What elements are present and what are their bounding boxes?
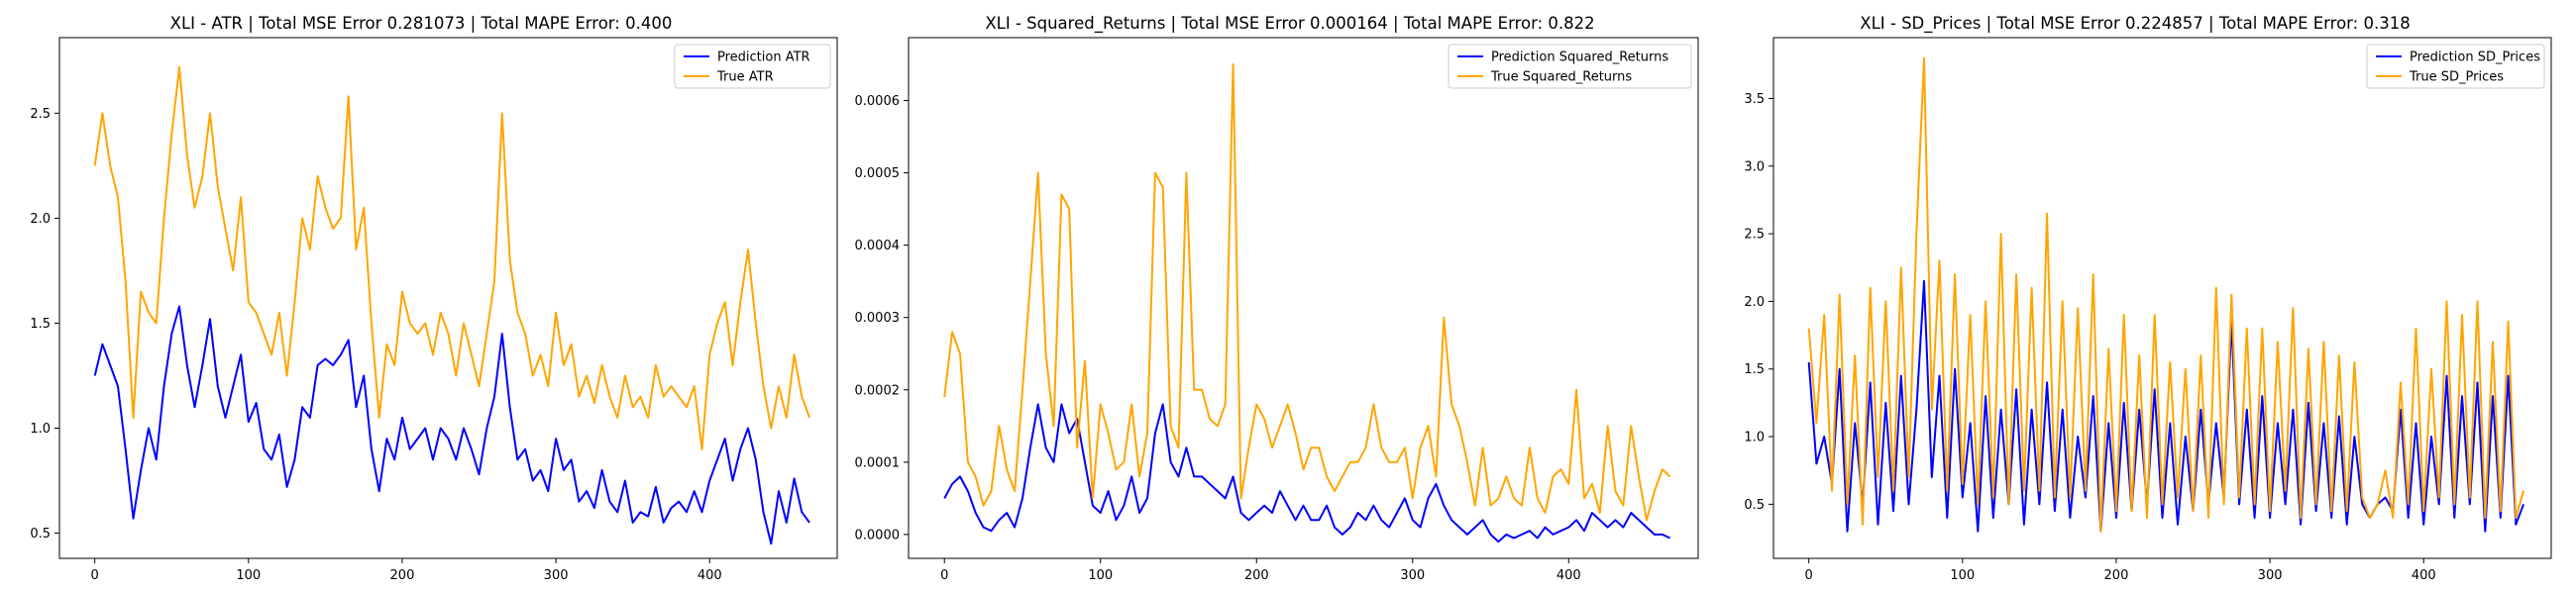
x-tick-label: 200 bbox=[1244, 568, 1269, 583]
x-tick-label: 0 bbox=[940, 568, 948, 583]
axes-frame bbox=[1772, 37, 2552, 559]
series-line-prediction bbox=[1807, 279, 2525, 533]
x-tick-label: 300 bbox=[1400, 568, 1425, 583]
chart-title: XLI - ATR | Total MSE Error 0.281073 | T… bbox=[170, 14, 673, 33]
y-tick-label: 0.0006 bbox=[855, 94, 901, 109]
legend: Prediction ATR True ATR bbox=[674, 44, 831, 89]
legend: Prediction SD_Prices True SD_Prices bbox=[2366, 44, 2545, 89]
series-line-true bbox=[943, 63, 1671, 522]
plot-area: 0 100 200 300 400 0.5 1.0 1.5 2.0 2.5 bbox=[30, 65, 811, 583]
y-tick-label: 0.0003 bbox=[855, 311, 901, 326]
legend-box bbox=[2366, 44, 2545, 89]
legend-label-prediction: Prediction SD_Prices bbox=[2410, 50, 2540, 65]
legend-label-prediction: Prediction ATR bbox=[717, 50, 810, 65]
x-tick-label: 100 bbox=[1088, 568, 1113, 583]
x-tick-label: 400 bbox=[1556, 568, 1581, 583]
y-tick-label: 2.5 bbox=[30, 107, 51, 122]
y-tick-label: 1.0 bbox=[1744, 431, 1765, 446]
y-tick-label: 3.5 bbox=[1744, 92, 1765, 107]
chart-squared-returns: XLI - Squared_Returns | Total MSE Error … bbox=[855, 14, 1699, 583]
plot-area: 0 100 200 300 400 0.5 1.0 1.5 2.0 2.5 3.0 3.5 bbox=[1744, 56, 2525, 583]
x-tick-label: 300 bbox=[2258, 568, 2283, 583]
x-tick-label: 300 bbox=[544, 568, 569, 583]
chart-title: XLI - SD_Prices | Total MSE Error 0.2248… bbox=[1860, 14, 2410, 34]
series-line-prediction bbox=[943, 403, 1671, 544]
axes-frame bbox=[58, 37, 838, 559]
chart-sd-prices: XLI - SD_Prices | Total MSE Error 0.2248… bbox=[1744, 14, 2552, 583]
y-tick-label: 0.5 bbox=[30, 527, 51, 542]
y-tick-label: 0.0001 bbox=[855, 455, 901, 470]
chart-title: XLI - Squared_Returns | Total MSE Error … bbox=[985, 14, 1594, 34]
y-tick-label: 1.5 bbox=[30, 317, 51, 332]
series-line-prediction bbox=[93, 305, 810, 545]
plot-area: 0 100 200 300 400 0.0000 0.0001 0.0002 0.0003 0.0… bbox=[855, 63, 1671, 583]
legend-label-true: True SD_Prices bbox=[2409, 70, 2504, 85]
y-tick-label: 1.0 bbox=[30, 422, 51, 437]
legend-label-true: True Squared_Returns bbox=[1490, 70, 1632, 85]
y-tick-label: 0.5 bbox=[1744, 498, 1765, 513]
x-tick-label: 100 bbox=[1950, 568, 1975, 583]
y-tick-label: 1.5 bbox=[1744, 362, 1765, 377]
series-line-true bbox=[93, 65, 811, 450]
x-tick-label: 200 bbox=[390, 568, 415, 583]
x-tick-label: 400 bbox=[2412, 568, 2436, 583]
y-tick-label: 2.0 bbox=[30, 212, 51, 227]
x-tick-label: 0 bbox=[91, 568, 99, 583]
legend-label-true: True ATR bbox=[716, 70, 774, 85]
series-line-true bbox=[1807, 56, 2525, 533]
y-tick-label: 0.0000 bbox=[855, 528, 901, 543]
y-tick-label: 0.0004 bbox=[855, 239, 901, 253]
y-tick-label: 2.0 bbox=[1744, 295, 1765, 310]
legend-box bbox=[1448, 44, 1692, 89]
y-tick-label: 0.0005 bbox=[855, 166, 901, 181]
y-tick-label: 3.0 bbox=[1744, 159, 1765, 174]
y-tick-label: 2.5 bbox=[1744, 228, 1765, 243]
x-tick-label: 100 bbox=[236, 568, 261, 583]
x-tick-label: 200 bbox=[2104, 568, 2129, 583]
legend: Prediction Squared_Returns True Squared_… bbox=[1448, 44, 1692, 89]
x-tick-label: 0 bbox=[1805, 568, 1813, 583]
legend-box bbox=[674, 44, 831, 89]
chart-atr: XLI - ATR | Total MSE Error 0.281073 | T… bbox=[30, 14, 838, 583]
axes-frame bbox=[908, 37, 1699, 559]
x-tick-label: 400 bbox=[698, 568, 722, 583]
legend-label-prediction: Prediction Squared_Returns bbox=[1491, 50, 1668, 65]
y-tick-label: 0.0002 bbox=[855, 383, 901, 398]
